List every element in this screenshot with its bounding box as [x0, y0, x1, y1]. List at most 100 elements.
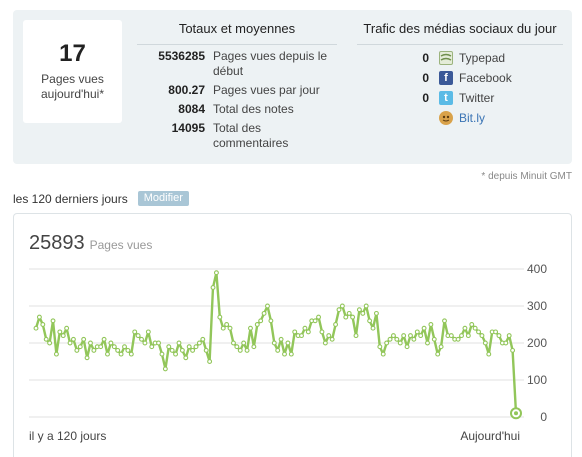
data-point — [356, 307, 362, 313]
today-pageviews-label: Pages vues aujourd'hui* — [40, 72, 104, 101]
data-point — [408, 333, 413, 339]
data-point — [312, 318, 318, 324]
social-value: 0 — [422, 71, 429, 85]
data-point — [40, 322, 46, 327]
data-point — [288, 351, 294, 357]
data-point — [435, 351, 441, 357]
data-point — [88, 340, 93, 346]
twitter-icon: t — [439, 91, 453, 105]
data-point — [411, 336, 417, 342]
data-point — [98, 344, 104, 350]
data-point — [496, 333, 502, 339]
y-tick-label: 100 — [527, 373, 547, 387]
data-point — [305, 329, 311, 335]
timezone-footnote: * depuis Minuit GMT — [481, 171, 572, 182]
social-label: Typepad — [459, 51, 506, 65]
data-point — [169, 347, 175, 353]
social-row-facebook: 0 f Facebook — [357, 68, 563, 88]
data-point — [128, 351, 134, 357]
data-point — [162, 366, 168, 372]
data-point — [91, 347, 97, 353]
chart-panel: 25893 Pages vues 0 100 200 300 400 il y a 120… — [13, 213, 572, 457]
range-row: les 120 derniers jours Modifier — [13, 191, 189, 206]
data-point — [339, 303, 345, 309]
data-point — [234, 344, 240, 350]
typepad-icon — [439, 51, 453, 65]
data-point — [455, 336, 461, 342]
data-point — [220, 325, 226, 331]
data-point — [363, 303, 369, 309]
y-tick-label: 300 — [527, 299, 547, 313]
data-point — [510, 347, 516, 353]
data-point — [70, 336, 76, 342]
data-point — [142, 340, 148, 346]
data-point — [397, 340, 403, 346]
data-point — [390, 333, 396, 339]
data-point — [125, 347, 131, 353]
range-label: les 120 derniers jours — [13, 191, 128, 206]
data-point — [173, 351, 179, 357]
chart-total-value: 25893 — [29, 232, 85, 254]
pageviews-line-chart: 0 100 200 300 400 il y a 120 jours Aujourd'hui — [29, 262, 547, 443]
data-point — [200, 336, 206, 342]
chart-header: 25893 Pages vues — [29, 232, 152, 255]
data-point — [50, 318, 56, 324]
data-point — [64, 325, 70, 331]
data-point — [190, 347, 196, 353]
data-point — [282, 351, 287, 357]
data-point — [479, 333, 485, 339]
totals-row: 5536285 Pages vues depuis le début — [137, 49, 337, 79]
data-point — [333, 322, 339, 327]
data-point — [193, 344, 199, 350]
data-point — [377, 344, 383, 350]
data-point — [278, 336, 284, 342]
data-point — [36, 314, 42, 320]
data-point — [227, 325, 233, 331]
totals-value: 800.27 — [168, 83, 205, 97]
totals-row: 14095 Total des commentaires — [137, 121, 337, 151]
today-pageviews-value: 17 — [59, 40, 86, 67]
data-point — [74, 347, 80, 353]
today-pageviews-box: 17 Pages vues aujourd'hui* — [23, 20, 122, 123]
data-point — [353, 333, 359, 339]
summary-panel: 17 Pages vues aujourd'hui* Totaux et moy… — [13, 10, 572, 164]
data-point — [431, 336, 437, 342]
data-point — [122, 344, 127, 350]
data-point — [248, 325, 253, 331]
data-point — [326, 333, 332, 339]
data-point — [67, 340, 73, 346]
data-point — [186, 344, 192, 350]
data-point — [503, 340, 509, 346]
data-point — [237, 347, 243, 353]
totals-row: 800.27 Pages vues par jour — [137, 83, 337, 98]
social-label: Facebook — [459, 71, 512, 85]
data-point — [60, 333, 66, 339]
data-point — [258, 318, 264, 324]
data-point — [506, 333, 512, 339]
data-point — [346, 310, 352, 316]
data-point — [118, 351, 124, 357]
data-point — [105, 351, 110, 357]
data-point — [145, 329, 151, 335]
social-value: 0 — [422, 51, 429, 65]
data-point — [183, 355, 189, 361]
data-point — [254, 322, 260, 327]
data-point — [57, 329, 63, 335]
data-point — [380, 351, 386, 357]
social-label: Twitter — [459, 91, 495, 105]
totals-value: 8084 — [178, 102, 205, 116]
totals-label: Pages vues par jour — [213, 83, 320, 97]
social-row-bitly[interactable]: Bit.ly — [357, 108, 563, 128]
data-point — [132, 329, 138, 335]
data-point — [207, 359, 213, 364]
bitly-link[interactable]: Bit.ly — [459, 111, 486, 125]
modify-button[interactable]: Modifier — [137, 191, 189, 206]
data-point — [176, 340, 182, 346]
totals-row: 8084 Total des notes — [137, 102, 337, 117]
data-point — [251, 344, 257, 350]
data-point — [271, 340, 277, 346]
x-end-label: Aujourd'hui — [460, 429, 520, 443]
social-traffic-section: Trafic des médias sociaux du jour 0 Type… — [357, 20, 563, 128]
data-point — [367, 318, 373, 324]
data-point — [493, 329, 499, 335]
